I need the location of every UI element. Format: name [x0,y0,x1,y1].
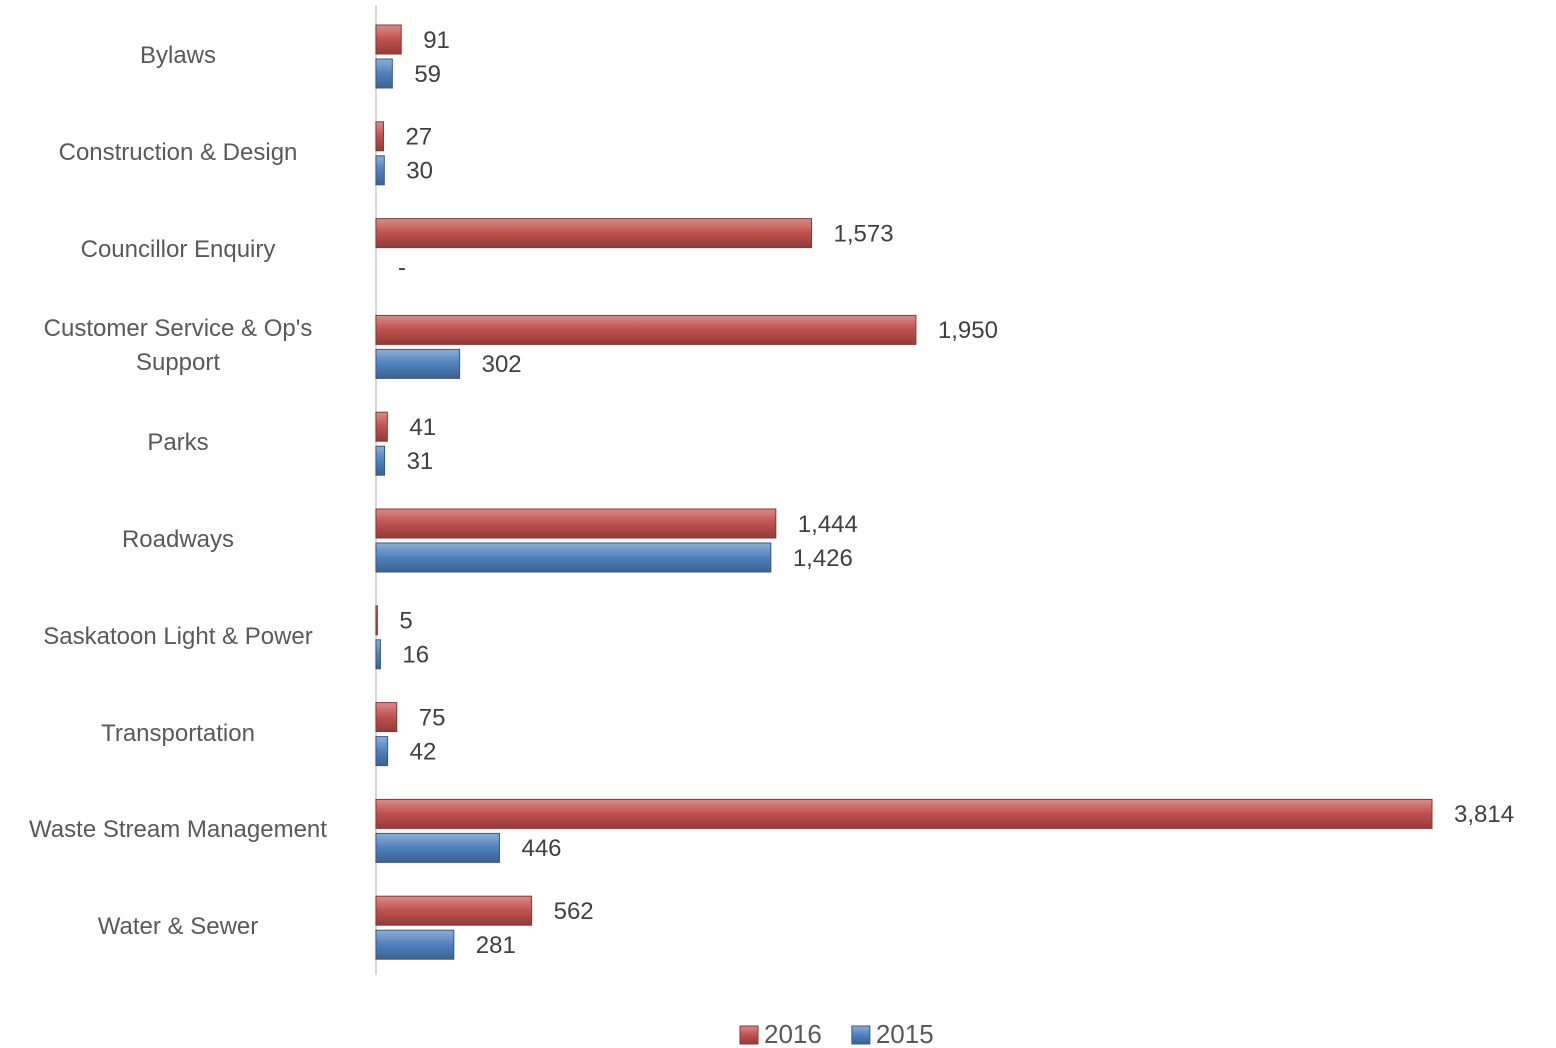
legend-swatch [851,1025,871,1045]
bar [375,411,388,442]
bar [375,895,533,926]
value-label: 1,444 [798,511,858,538]
value-label: - [398,254,406,281]
value-label: 91 [423,27,450,54]
bar [375,24,402,55]
legend-swatch [739,1025,759,1045]
value-label: 281 [476,932,516,959]
bar [375,605,378,636]
value-label: 42 [410,738,437,765]
value-label: 302 [482,351,522,378]
category-label: Water & Sewer [97,913,259,941]
bar [375,736,389,767]
bar [375,639,381,670]
category-label: Parks [147,429,209,457]
category-label: Transportation [101,719,255,747]
legend-label: 2016 [764,1019,822,1048]
bar [375,314,917,345]
value-label: 1,573 [834,220,894,247]
category-label: Waste Stream Management [29,816,327,844]
bar [375,155,385,186]
category-label: Councillor Enquiry [80,235,276,263]
bar [375,929,455,960]
value-label: 3,814 [1454,801,1514,828]
value-label: 27 [405,124,432,151]
value-label: 31 [407,448,434,475]
value-label: 1,426 [793,545,853,572]
legend-label: 2015 [876,1019,934,1048]
bar [375,832,500,863]
bar [375,702,398,733]
value-label: 446 [521,835,561,862]
bar [375,445,386,476]
category-label: Bylaws [139,42,217,69]
category-label: Customer Service & Op's Support [43,315,313,377]
value-label: 75 [419,704,446,731]
category-label: Roadways [121,526,235,553]
category-label: Construction & Design [58,138,298,166]
bar [375,798,1433,829]
bar [375,218,813,249]
value-label: 59 [414,61,441,88]
value-label: 1,950 [938,317,998,344]
value-label: 5 [399,608,412,635]
value-label: 562 [554,898,594,925]
bar [375,121,384,152]
value-label: 41 [409,414,436,441]
bar [375,58,393,89]
bar [375,348,461,379]
value-label: 30 [406,158,433,185]
bar [375,508,777,539]
bar [375,542,772,573]
value-label: 16 [402,642,429,669]
category-label: Saskatoon Light & Power [43,622,313,650]
